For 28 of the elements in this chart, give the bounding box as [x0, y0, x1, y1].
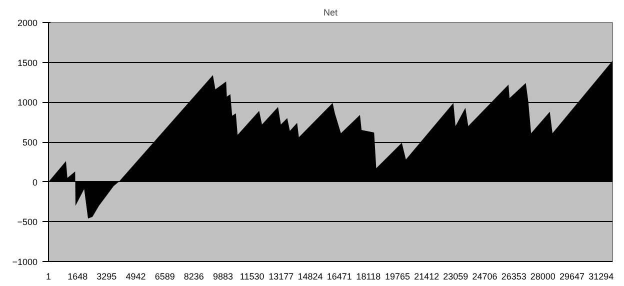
x-tick-label: 24706 [472, 272, 498, 282]
x-tick-label: 6589 [154, 272, 175, 282]
x-tick-label: 18118 [356, 272, 381, 282]
x-tick-label: 29647 [559, 272, 585, 282]
x-tick-label: 21412 [414, 272, 440, 282]
x-tick-label: 13177 [268, 272, 294, 282]
x-tick-label: 26353 [501, 272, 526, 282]
y-tick-label: 0 [32, 177, 38, 188]
x-tick-label: 4942 [126, 272, 146, 282]
y-tick-label: 2000 [17, 18, 38, 28]
y-tick-label: 500 [22, 138, 38, 148]
y-tick-label: 1000 [17, 98, 38, 108]
x-tick-label: 11530 [240, 272, 264, 282]
x-tick-label: 3295 [96, 272, 117, 282]
x-tick-label: 16471 [326, 272, 352, 282]
x-tick-label: 1 [46, 272, 52, 282]
chart-title: Net [323, 8, 338, 18]
x-tick-label: 8236 [184, 272, 204, 282]
x-tick-label: 1648 [68, 272, 88, 282]
x-tick-label: 23059 [443, 272, 468, 282]
y-tick-label: 1500 [17, 58, 38, 68]
x-tick-label: 19765 [384, 272, 410, 282]
x-tick-label: 31294 [588, 272, 614, 282]
x-tick-label: 9883 [212, 272, 234, 282]
y-tick-label: −1000 [12, 257, 38, 267]
x-tick-label: 28000 [530, 272, 556, 282]
x-tick-label: 14824 [298, 272, 323, 282]
y-tick-label: −500 [17, 217, 38, 228]
